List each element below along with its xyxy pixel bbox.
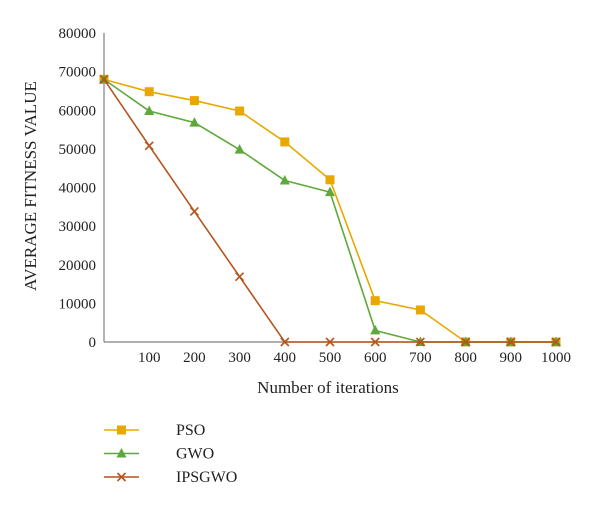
data-point-gwo [144,105,155,116]
legend-item-ipsgwo: IPSGWO [104,469,237,486]
x-tick-label: 100 [138,350,161,366]
x-tick-label: 200 [183,350,206,366]
legend-label-gwo: GWO [176,446,214,463]
data-point-pso [325,175,335,185]
data-point-pso [280,137,290,147]
data-point-gwo [370,324,381,335]
data-point-pso [370,296,380,306]
x-axis-ticks: 100 200 300 400 500 600 700 800 900 1000 [138,350,571,366]
x-tick-label: 800 [454,350,477,366]
data-point-ipsgwo [144,141,154,151]
y-tick-label: 50000 [59,142,97,158]
y-axis-title: AVERAGE FITNESS VALUE [21,81,40,291]
data-point-ipsgwo [99,74,109,84]
x-tick-label: 1000 [541,350,571,366]
series-line-pso [103,78,556,343]
data-point-pso [235,106,245,116]
y-tick-label: 70000 [59,65,97,81]
x-tick-label: 400 [274,350,297,366]
legend-marker-gwo [116,448,127,458]
legend-marker-ipsgwo [116,472,127,482]
y-tick-label: 80000 [59,26,97,42]
data-point-pso [144,87,154,97]
x-axis-title: Number of iterations [257,378,399,397]
data-point-ipsgwo [325,337,335,347]
y-tick-label: 60000 [59,103,97,119]
data-point-ipsgwo [415,337,425,347]
data-point-gwo [325,186,335,197]
data-point-ipsgwo [235,272,245,282]
y-tick-label: 40000 [59,181,97,197]
y-tick-label: 10000 [59,296,97,312]
series-line-gwo [103,78,556,343]
legend-label-pso: PSO [176,422,205,439]
data-point-pso [189,96,199,106]
legend-marker-pso [117,425,126,435]
data-point-ipsgwo [370,337,380,347]
x-tick-label: 700 [409,350,432,366]
data-point-gwo [234,144,245,154]
legend-item-gwo: GWO [104,446,214,463]
x-tick-label: 500 [319,350,342,366]
legend-label-ipsgwo: IPSGWO [176,469,237,486]
data-point-gwo [279,175,290,185]
y-tick-label: 20000 [59,258,97,274]
series-ipsgwo [99,74,561,347]
series-layer [99,73,561,347]
y-tick-label: 0 [89,335,97,351]
legend-item-pso: PSO [104,422,205,439]
x-tick-label: 600 [364,350,387,366]
data-point-pso [415,305,425,315]
x-tick-label: 300 [228,350,251,366]
y-axis-ticks: 0 10000 20000 30000 40000 50000 60000 70000 8000… [59,26,97,351]
data-point-ipsgwo [506,337,516,347]
legend: PSO GWO IPSGWO [104,422,237,486]
data-point-gwo [189,117,200,127]
series-gwo [99,73,561,346]
data-point-ipsgwo [551,337,561,347]
series-line-ipsgwo [103,78,556,343]
x-tick-label: 900 [500,350,523,366]
data-point-ipsgwo [189,206,199,217]
data-point-ipsgwo [280,337,290,347]
data-point-ipsgwo [461,337,471,347]
y-tick-label: 30000 [59,219,97,235]
